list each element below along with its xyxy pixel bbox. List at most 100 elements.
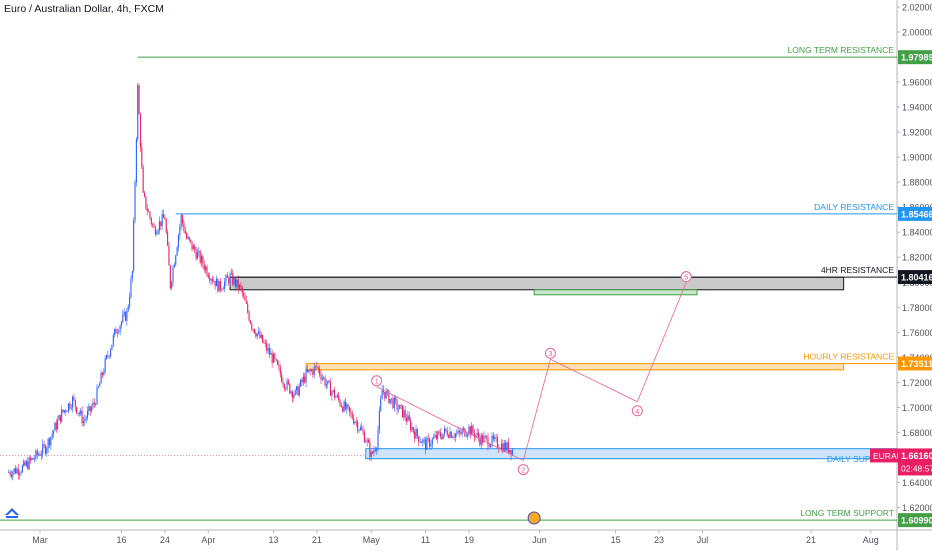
event-marker-icon[interactable] [527,511,541,525]
candle-down [339,399,341,406]
candle-down [445,428,447,431]
candle-up [84,419,86,422]
candle-down [319,368,321,375]
candle-down [418,435,420,443]
candle-down [350,411,352,413]
candle-up [99,383,101,387]
long-term-support-price-value: 1.60990 [901,516,932,526]
wave-marker[interactable] [517,464,529,476]
candle-up [480,435,482,445]
candle-down [340,405,342,407]
tradingview-logo-icon[interactable] [4,506,20,520]
candle-up [31,458,33,460]
candle-up [399,405,401,409]
candle-down [277,360,279,365]
x-tick-label: Jul [697,535,709,545]
candle-down [317,367,319,369]
candle-up [449,431,451,438]
candle-down [410,419,412,430]
candle-up [343,401,345,412]
candle-down [388,390,390,404]
wave-marker[interactable] [544,347,556,359]
candle-up [378,410,380,430]
candle-down [464,428,466,437]
candle-up [200,256,203,263]
candle-down [188,237,190,240]
candle-down [369,442,371,457]
candle-up [461,430,463,434]
candle-down [152,223,154,225]
long-term-resistance-label: LONG TERM RESISTANCE [788,45,895,55]
candle-up [103,371,105,375]
candle-up [376,448,378,451]
candle-down [43,444,45,446]
candle-up [135,139,137,183]
candle-up [126,310,128,321]
candle-down [469,426,471,435]
candle-down [289,383,291,394]
candle-down [285,388,287,390]
candle-down [143,192,146,197]
wave-marker[interactable] [631,405,643,417]
candle-up [422,439,424,443]
candle-up [161,214,163,227]
candle-down [226,275,228,278]
4hr-resistance-zone[interactable] [229,276,845,291]
candle-up [346,404,348,410]
candle-down [334,390,336,398]
candle-up [100,372,102,384]
candle-down [328,380,330,382]
hourly-resistance-zone[interactable] [305,363,845,371]
candle-up [72,396,74,408]
candle-up [85,417,87,420]
candle-up [8,472,10,473]
candle-up [462,428,465,431]
candle-up [176,247,178,256]
candle-up [380,399,382,411]
candle-up [452,436,454,438]
wave-marker[interactable] [680,271,692,283]
hourly-resistance-label: HOURLY RESISTANCE [803,351,894,361]
candle-up [373,450,375,454]
candle-up [393,397,395,409]
candle-down [357,422,359,431]
candle-down [324,377,326,386]
candle-down [255,333,257,337]
candle-down [206,266,208,276]
candle-down [351,412,353,419]
candle-up [198,251,200,253]
daily-support-label: DAILY SUPPORT [827,454,894,464]
candle-up [267,347,269,351]
candle-down [502,443,504,452]
candle-down [149,212,151,218]
y-tick-label: 2.02000 [902,3,932,13]
candle-down [448,435,450,438]
candle-up [467,434,469,436]
candle-up [218,281,220,292]
y-tick-label: 1.94000 [902,103,932,113]
candle-down [486,436,488,438]
candle-up [130,278,132,298]
candle-down [316,365,318,368]
target-zone[interactable] [533,289,698,296]
candle-up [296,386,298,391]
candle-up [21,465,23,473]
candle-down [65,410,67,412]
daily-support-zone[interactable] [365,448,898,460]
candle-up [28,457,30,469]
candle-down [186,233,188,239]
candle-up [366,440,368,442]
x-tick-label: 15 [611,535,621,545]
candle-down [221,289,223,291]
wave-marker[interactable] [371,375,383,387]
candle-down [195,250,197,259]
y-tick-label: 1.78000 [902,303,932,313]
candle-up [335,396,337,398]
candle-down [228,277,230,284]
candle-down [487,437,489,447]
candle-up [225,275,227,282]
candle-down [488,446,490,448]
countdown-value: 02:48:57 [901,463,932,473]
candle-up [177,235,180,248]
candle-down [420,441,423,443]
